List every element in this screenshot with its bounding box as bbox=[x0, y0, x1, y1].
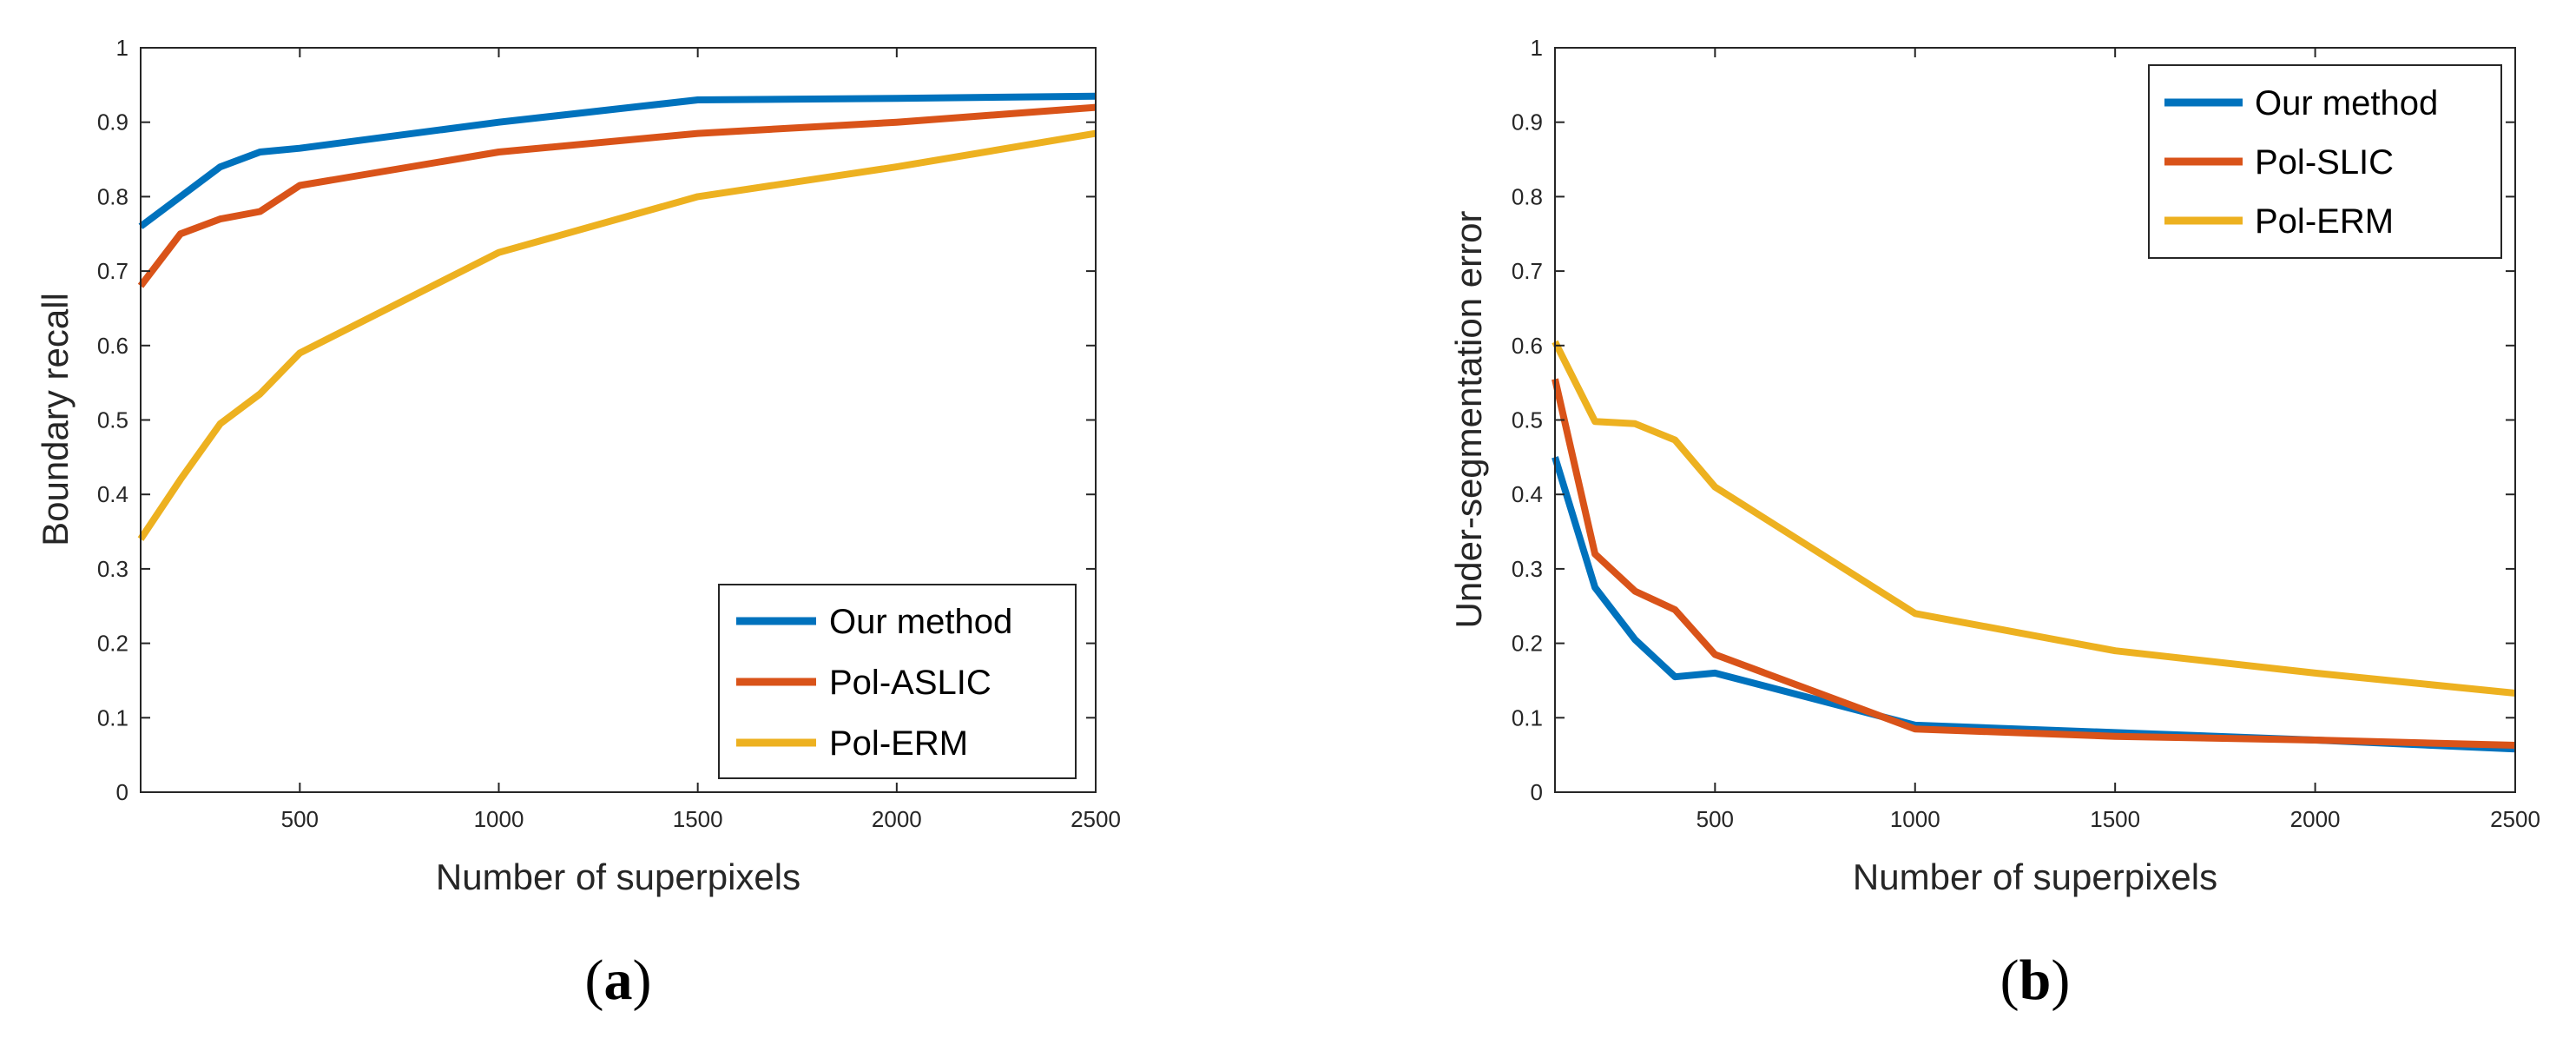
legend-label-pol-erm: Pol-ERM bbox=[2255, 202, 2394, 241]
x-tick-label-1000: 1000 bbox=[474, 806, 524, 832]
x-tick-label-2500: 2500 bbox=[2490, 806, 2540, 832]
y-tick-label-0-1: 0.1 bbox=[97, 704, 128, 731]
legend-label-pol-aslic: Pol-ASLIC bbox=[829, 664, 992, 702]
y-tick-label-0-8: 0.8 bbox=[1512, 183, 1543, 209]
x-tick-label-1500: 1500 bbox=[2090, 806, 2140, 832]
x-tick-label-1000: 1000 bbox=[1890, 806, 1940, 832]
y-tick-label-0: 0 bbox=[116, 779, 128, 805]
legend: Our method Pol-SLIC Pol-ERM bbox=[2148, 64, 2502, 259]
y-tick-label-0-2: 0.2 bbox=[97, 631, 128, 657]
x-tick-label-2000: 2000 bbox=[872, 806, 922, 832]
series-layer bbox=[137, 92, 1097, 541]
series-line-pol-erm bbox=[137, 129, 1097, 541]
x-tick-label-2500: 2500 bbox=[1071, 806, 1121, 832]
y-tick-label-1: 1 bbox=[116, 35, 128, 61]
series-line-pol-erm bbox=[1552, 340, 2516, 697]
y-tick-label-0-4: 0.4 bbox=[1512, 481, 1543, 507]
legend: Our method Pol-ASLIC Pol-ERM bbox=[718, 584, 1077, 779]
x-tick-label-1500: 1500 bbox=[673, 806, 723, 832]
series-line-pol-slic bbox=[1552, 378, 2516, 749]
panel-caption-a: (a) bbox=[585, 949, 652, 1012]
y-tick-label-0-7: 0.7 bbox=[97, 258, 128, 284]
y-axis-label: Under-segmentation error bbox=[1448, 211, 1489, 629]
y-tick-label-0-9: 0.9 bbox=[97, 109, 128, 136]
y-axis-label: Boundary recall bbox=[35, 293, 76, 546]
y-tick-label-0-5: 0.5 bbox=[1512, 407, 1543, 433]
y-tick-label-0-3: 0.3 bbox=[97, 556, 128, 582]
y-tick-label-0: 0 bbox=[1531, 779, 1543, 805]
y-tick-label-0-6: 0.6 bbox=[97, 333, 128, 359]
x-axis-label: Number of superpixels bbox=[1853, 856, 2217, 897]
y-tick-label-0-7: 0.7 bbox=[1512, 258, 1543, 284]
x-tick-label-500: 500 bbox=[281, 806, 319, 832]
y-tick-label-0-2: 0.2 bbox=[1512, 631, 1543, 657]
series-layer bbox=[1552, 340, 2516, 753]
legend-label-pol-erm: Pol-ERM bbox=[829, 724, 968, 763]
legend-label-our-method: Our method bbox=[2255, 84, 2438, 122]
panel-label-b: b bbox=[2019, 949, 2052, 1012]
legend-label-pol-slic: Pol-SLIC bbox=[2255, 143, 2394, 182]
legend-label-our-method: Our method bbox=[829, 603, 1012, 641]
panel-label-a: a bbox=[604, 949, 633, 1012]
y-tick-label-0-9: 0.9 bbox=[1512, 109, 1543, 136]
x-tick-label-2000: 2000 bbox=[2290, 806, 2341, 832]
y-tick-label-0-6: 0.6 bbox=[1512, 333, 1543, 359]
y-tick-label-0-4: 0.4 bbox=[97, 481, 128, 507]
series-line-pol-aslic bbox=[137, 103, 1097, 288]
y-tick-label-0-1: 0.1 bbox=[1512, 704, 1543, 731]
x-tick-label-500: 500 bbox=[1696, 806, 1734, 832]
series-line-our-method bbox=[138, 92, 1097, 229]
y-tick-label-0-5: 0.5 bbox=[97, 407, 128, 433]
y-tick-label-1: 1 bbox=[1531, 35, 1543, 61]
y-tick-label-0-8: 0.8 bbox=[97, 183, 128, 209]
panel-caption-b: (b) bbox=[2000, 949, 2071, 1012]
y-tick-label-0-3: 0.3 bbox=[1512, 556, 1543, 582]
x-axis-label: Number of superpixels bbox=[436, 856, 800, 897]
